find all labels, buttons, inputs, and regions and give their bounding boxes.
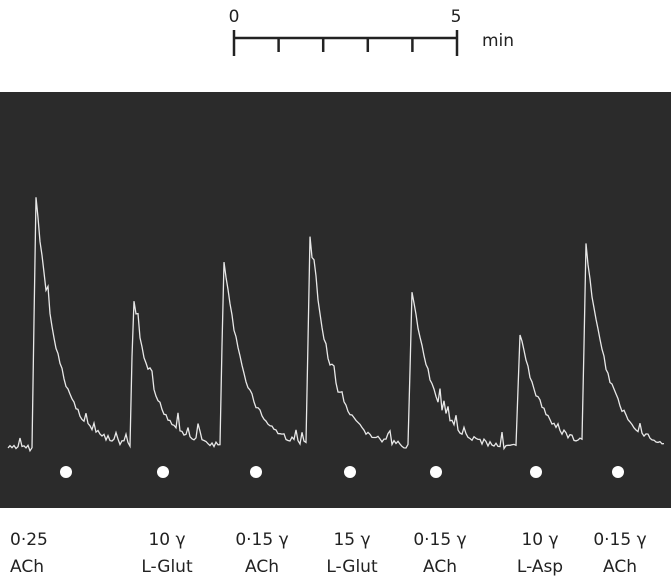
injection-dot — [250, 466, 262, 478]
dose-label: 0·25 — [10, 530, 48, 550]
injection-dot — [612, 466, 624, 478]
injection-dot — [60, 466, 72, 478]
injection-dot — [530, 466, 542, 478]
drug-label: L-Asp — [517, 557, 563, 577]
page: {"scale_bar": {"start": "0", "end": "5",… — [0, 0, 671, 578]
dose-label: 15 γ — [333, 530, 370, 550]
injection-dot — [344, 466, 356, 478]
scale-start: 0 — [229, 7, 240, 27]
dose-label: 0·15 γ — [235, 530, 288, 550]
scale-unit: min — [482, 31, 514, 51]
drug-label: ACh — [603, 557, 637, 577]
injection-dot — [157, 466, 169, 478]
drug-label: ACh — [423, 557, 457, 577]
drug-label: L-Glut — [326, 557, 378, 577]
drug-label: L-Glut — [141, 557, 193, 577]
scale-bar — [234, 30, 457, 56]
dose-label: 0·15 γ — [593, 530, 646, 550]
dose-label: 10 γ — [521, 530, 558, 550]
figure: 0 5 min 0·25 ACh 10 γ L-Glut 0·15 γ ACh 15 γ L-… — [0, 0, 671, 578]
drug-label: ACh — [245, 557, 279, 577]
dose-label: 0·15 γ — [413, 530, 466, 550]
recording-panel — [0, 92, 671, 508]
dose-label: 10 γ — [148, 530, 185, 550]
injection-dot — [430, 466, 442, 478]
drug-label: ACh — [10, 557, 44, 577]
injection-labels: 0·25 ACh 10 γ L-Glut 0·15 γ ACh 15 γ L-Glut 0·15… — [10, 530, 647, 577]
scale-end-label: 5 — [451, 7, 462, 27]
